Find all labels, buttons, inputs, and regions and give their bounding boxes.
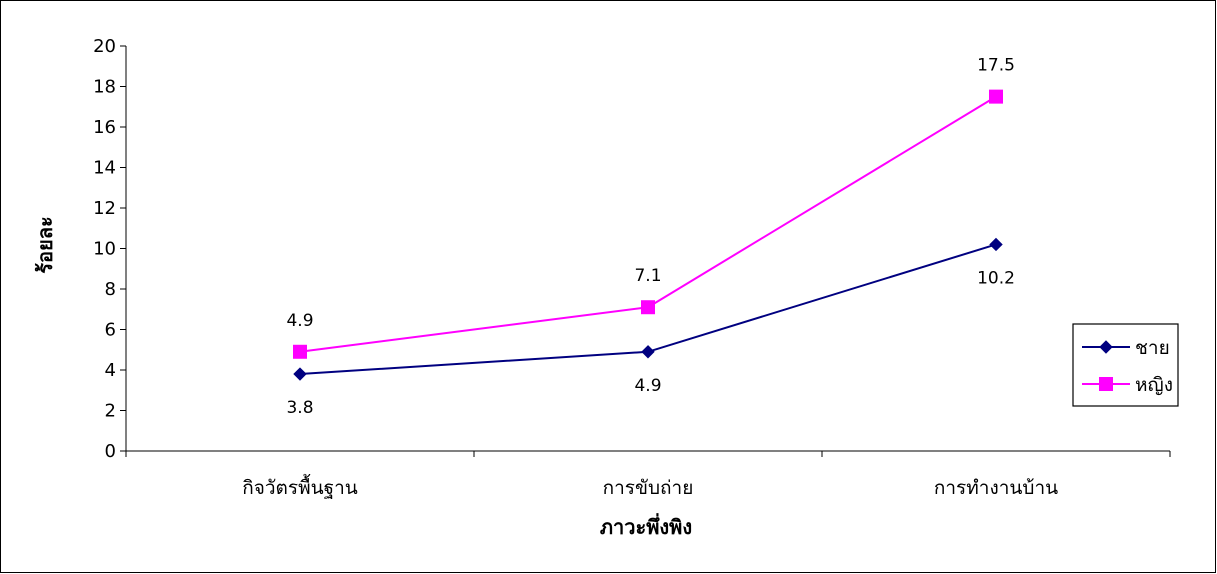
data-label: 4.9 [286,311,313,331]
y-tick-label: 6 [105,320,116,341]
y-tick-label: 14 [93,158,116,179]
data-point-1 [293,367,307,381]
legend-marker-1 [1099,340,1113,354]
y-tick-label: 20 [93,36,116,57]
legend-label: ชาย [1135,337,1170,359]
data-label: 10.2 [977,268,1015,288]
data-label: 4.9 [634,376,661,396]
y-axis: 0 2 4 6 8 10 12 14 16 18 20 [93,36,127,462]
data-point-2 [989,89,1003,104]
x-axis-title: ภาวะพึ่งพิง [600,512,692,539]
data-point-1 [641,345,655,359]
x-tick-label: กิจวัตรพื้นฐาน [242,474,358,499]
data-point-2 [641,300,655,315]
x-tick-label: การทำงานบ้าน [934,477,1058,499]
y-tick-label: 12 [93,198,116,219]
legend-marker-2 [1099,377,1113,391]
y-axis-title: ร้อยละ [33,216,57,273]
data-point-1 [989,237,1003,252]
series-area [293,89,1003,381]
data-point-2 [293,344,307,359]
y-tick-label: 16 [93,117,116,138]
data-label: 7.1 [634,266,661,286]
y-tick-label: 18 [93,77,116,98]
data-label: 17.5 [977,56,1015,76]
legend-box [1072,323,1179,407]
x-axis: กิจวัตรพื้นฐาน การขับถ่าย การทำงานบ้าน [125,450,1171,499]
legend-label: หญิง [1135,374,1173,396]
y-tick-label: 10 [93,239,116,260]
data-labels: 3.8 4.9 10.2 4.9 7.1 17.5 [286,56,1014,418]
y-tick-label: 4 [105,360,116,381]
data-label: 3.8 [286,398,313,418]
y-tick-label: 8 [105,279,116,300]
y-tick-label: 0 [105,441,116,462]
x-tick-label: การขับถ่าย [603,477,694,499]
y-tick-label: 2 [105,401,116,422]
